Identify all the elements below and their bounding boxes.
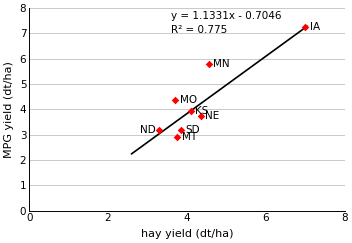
- Text: NE: NE: [205, 111, 220, 121]
- Text: y = 1.1331x - 0.7046: y = 1.1331x - 0.7046: [171, 11, 282, 21]
- Text: ND: ND: [140, 125, 156, 135]
- Point: [206, 62, 211, 66]
- Point: [178, 128, 184, 131]
- X-axis label: hay yield (dt/ha): hay yield (dt/ha): [140, 229, 233, 239]
- Text: MO: MO: [180, 95, 197, 105]
- Point: [172, 99, 178, 103]
- Text: R² = 0.775: R² = 0.775: [171, 25, 227, 35]
- Text: SD: SD: [186, 125, 200, 135]
- Text: KS: KS: [195, 106, 209, 116]
- Point: [174, 135, 180, 139]
- Point: [198, 114, 203, 118]
- Point: [302, 25, 308, 29]
- Point: [188, 109, 194, 113]
- Text: IA: IA: [310, 22, 320, 32]
- Text: MT: MT: [182, 132, 197, 142]
- Y-axis label: MPG yield (dt/ha): MPG yield (dt/ha): [4, 61, 14, 158]
- Point: [156, 128, 162, 131]
- Text: MN: MN: [213, 59, 230, 69]
